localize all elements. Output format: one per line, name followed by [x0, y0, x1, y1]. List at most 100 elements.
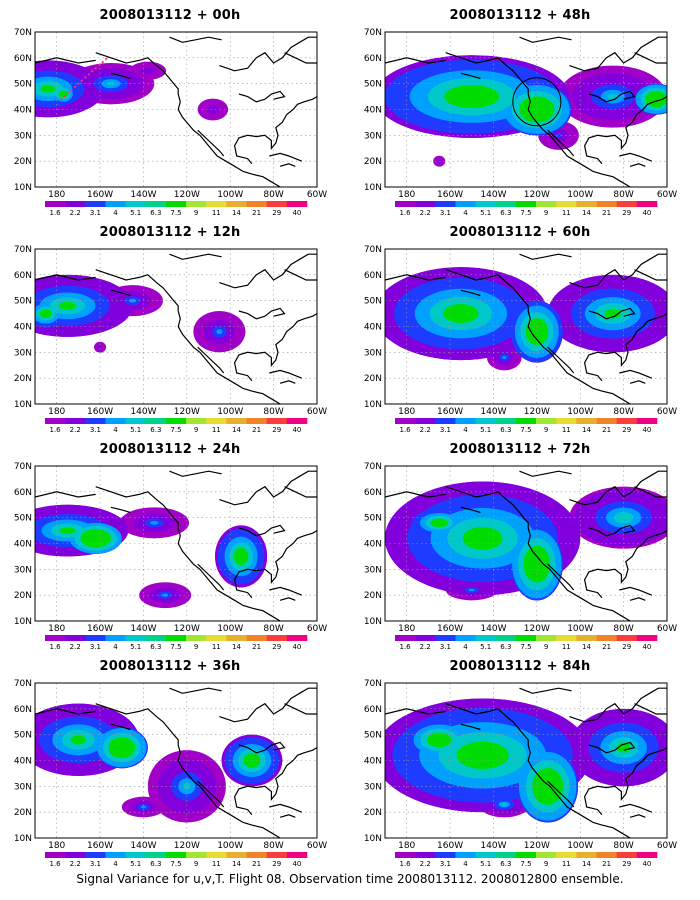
colorbar-swatch [85, 201, 106, 207]
colorbar-label: 7.5 [170, 860, 181, 868]
colorbar-swatch [246, 418, 267, 424]
colorbar-label: 11 [212, 209, 221, 217]
colorbar-swatch [556, 201, 577, 207]
colorbar-label: 2.2 [420, 643, 431, 651]
lat-tick-label: 20N [14, 808, 32, 818]
colorbar-swatch [266, 201, 288, 207]
lon-tick-label: 140W [130, 407, 156, 417]
lon-tick-label: 60W [307, 841, 327, 851]
panel-title: 2008013112 + 00h [99, 8, 241, 23]
lon-tick-label: 180 [398, 407, 415, 417]
colorbar-swatch [475, 635, 497, 641]
lat-tick-label: 70N [364, 679, 382, 689]
colorbar-label: 40 [642, 860, 651, 868]
map-panel-12h: 2008013112 + 12h 10N 20N 30N 40N 50N 60N 70N 18… [0, 225, 340, 443]
lon-tick-label: 60W [657, 624, 677, 634]
colorbar-label: 3.1 [440, 426, 451, 434]
lon-tick-label: 100W [217, 190, 243, 200]
lon-tick-label: 100W [217, 624, 243, 634]
colorbar-label: 4 [463, 860, 468, 868]
colorbar-swatch [65, 418, 86, 424]
colorbar-label: 6.3 [150, 209, 161, 217]
colorbar-label: 1.6 [50, 860, 62, 868]
colorbar-swatch [206, 418, 227, 424]
lat-tick-label: 50N [364, 514, 382, 524]
colorbar-label: 7.5 [520, 426, 531, 434]
lat-tick-label: 60N [14, 54, 32, 64]
lat-tick-label: 40N [14, 757, 32, 767]
colorbar-swatch [536, 852, 557, 858]
lat-tick-label: 10N [14, 834, 32, 844]
lon-tick-label: 60W [307, 190, 327, 200]
colorbar-swatch [65, 852, 86, 858]
lat-tick-label: 60N [14, 705, 32, 715]
colorbar-swatch [45, 635, 66, 641]
colorbar-label: 5.1 [130, 860, 141, 868]
lon-tick-label: 140W [130, 190, 156, 200]
lon-tick-label: 180 [48, 841, 65, 851]
lon-tick-label: 100W [567, 841, 593, 851]
colorbar-swatch [556, 418, 577, 424]
lat-tick-label: 10N [364, 183, 382, 193]
colorbar-swatch [125, 852, 147, 858]
colorbar-label: 29 [272, 426, 281, 434]
colorbar-label: 3.1 [90, 426, 101, 434]
colorbar-swatch [206, 201, 227, 207]
lon-tick-label: 120W [524, 190, 550, 200]
colorbar-swatch [105, 418, 126, 424]
variance-map: 10N 20N 30N 40N 50N 60N 70N 180 160W 140W 120W 100W… [364, 245, 677, 434]
colorbar-label: 2.2 [70, 643, 81, 651]
colorbar-label: 21 [602, 209, 611, 217]
colorbar-swatch [636, 852, 658, 858]
colorbar-swatch [616, 201, 638, 207]
colorbar-swatch [266, 635, 288, 641]
lat-tick-label: 10N [14, 183, 32, 193]
colorbar-label: 29 [622, 860, 631, 868]
colorbar-label: 14 [582, 860, 591, 868]
colorbar-label: 6.3 [150, 426, 161, 434]
colorbar-swatch [536, 418, 557, 424]
colorbar-label: 29 [622, 426, 631, 434]
colorbar-swatch [596, 635, 617, 641]
lon-tick-label: 100W [217, 407, 243, 417]
lon-tick-label: 80W [613, 407, 633, 417]
colorbar-label: 6.3 [150, 643, 161, 651]
colorbar-swatch [475, 418, 497, 424]
lat-tick-label: 30N [14, 565, 32, 575]
panel-title: 2008013112 + 72h [449, 442, 591, 457]
variance-map: 10N 20N 30N 40N 50N 60N 70N 180 160W 140W 120W 100W… [14, 28, 327, 217]
lat-tick-label: 30N [364, 348, 382, 358]
colorbar-swatch [556, 635, 577, 641]
lat-tick-label: 40N [364, 540, 382, 550]
colorbar-swatch [105, 852, 126, 858]
colorbar-swatch [125, 418, 147, 424]
colorbar-label: 1.6 [400, 643, 412, 651]
colorbar-label: 9 [544, 860, 548, 868]
colorbar-swatch [636, 418, 658, 424]
colorbar-label: 9 [194, 426, 198, 434]
colorbar-swatch [45, 852, 66, 858]
colorbar-swatch [395, 201, 416, 207]
colorbar-label: 4 [113, 209, 118, 217]
colorbar-swatch [65, 201, 86, 207]
colorbar-label: 6.3 [500, 426, 511, 434]
lon-tick-label: 160W [437, 190, 463, 200]
colorbar-label: 21 [252, 426, 261, 434]
lat-tick-label: 40N [364, 757, 382, 767]
colorbar-swatch [515, 201, 537, 207]
lat-tick-label: 50N [364, 80, 382, 90]
colorbar-label: 40 [292, 209, 301, 217]
lat-tick-label: 50N [364, 297, 382, 307]
colorbar-label: 29 [622, 643, 631, 651]
colorbar-label: 40 [292, 643, 301, 651]
colorbar-label: 4 [463, 209, 468, 217]
colorbar-label: 5.1 [130, 209, 141, 217]
lon-tick-label: 80W [613, 190, 633, 200]
colorbar-label: 6.3 [500, 209, 511, 217]
lat-tick-label: 30N [364, 782, 382, 792]
colorbar-label: 4 [113, 860, 118, 868]
lat-tick-label: 40N [14, 106, 32, 116]
colorbar-label: 11 [562, 643, 571, 651]
lon-tick-label: 160W [437, 407, 463, 417]
colorbar-swatch [395, 418, 416, 424]
